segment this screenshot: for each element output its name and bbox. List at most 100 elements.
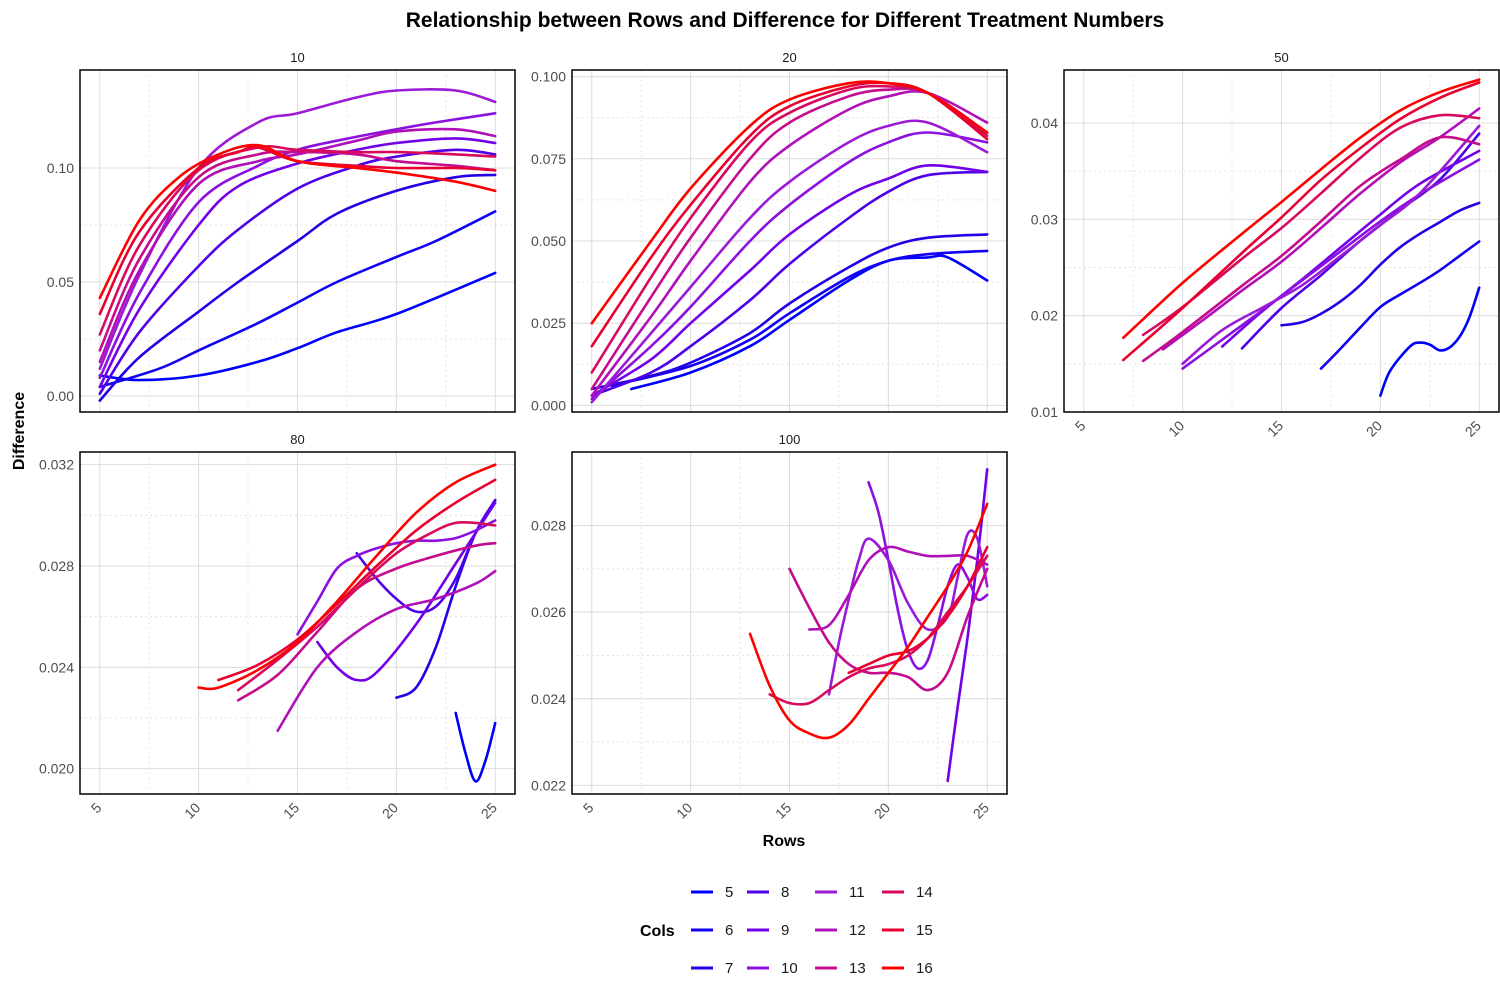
series-lines (197, 463, 497, 783)
series-line-cols-11 (827, 529, 989, 696)
legend-item-11: 11 (815, 884, 865, 901)
x-tick-label: 10 (1165, 417, 1187, 439)
panel-border (1063, 69, 1500, 413)
series-line-cols-10 (590, 131, 989, 401)
series-line-cols-16 (197, 463, 497, 691)
series-line-cols-6 (98, 210, 497, 389)
legend-label: 10 (781, 960, 798, 977)
panel-border (79, 451, 516, 795)
y-tick-label: 0.075 (531, 151, 566, 167)
legend-item-8: 8 (747, 884, 789, 901)
y-tick-label: 0.10 (47, 160, 74, 176)
legend-item-7: 7 (691, 960, 733, 977)
y-tick-label: 0.050 (531, 233, 566, 249)
facet-panel-10: 0.00 0.05 0.10 10 (47, 50, 516, 413)
series-line-cols-15 (98, 145, 497, 316)
x-tick-label: 25 (1462, 417, 1484, 439)
series-line-cols-14 (98, 145, 497, 336)
legend-label: 11 (849, 884, 865, 901)
legend-title: Cols (640, 923, 675, 940)
series-lines (1122, 78, 1481, 397)
x-tick-label: 5 (88, 799, 105, 816)
legend-label: 5 (725, 884, 733, 901)
y-tick-label: 0.032 (39, 457, 74, 473)
facet-panel-20: 0.000 0.025 0.050 0.075 0.100 20 (531, 50, 1008, 413)
facet-strip-label: 50 (1274, 50, 1288, 65)
y-tick-label: 0.025 (531, 315, 566, 331)
x-tick-label: 25 (478, 799, 500, 821)
y-tick-label: 0.02 (1031, 308, 1058, 324)
legend-item-14: 14 (882, 884, 933, 901)
series-line-cols-11 (1181, 124, 1481, 366)
y-tick-label: 0.028 (531, 518, 566, 534)
panel-border (571, 69, 1008, 413)
series-line-cols-12 (808, 545, 989, 631)
legend-label: 12 (849, 922, 866, 939)
legend-item-5: 5 (691, 884, 733, 901)
x-axis-title: Rows (763, 833, 806, 850)
series-lines (748, 468, 989, 783)
series-line-cols-10 (296, 519, 497, 636)
series-line-cols-8 (98, 148, 497, 396)
series-line-cols-12 (1161, 107, 1481, 351)
panel-border (571, 451, 1008, 795)
series-line-cols-11 (98, 88, 497, 370)
facet-strip-label: 20 (782, 50, 796, 65)
y-tick-label: 0.05 (47, 274, 74, 290)
legend-label: 16 (916, 960, 933, 977)
facet-strip-label: 10 (290, 50, 304, 65)
series-line-cols-5 (98, 271, 497, 382)
y-tick-label: 0.03 (1031, 211, 1058, 227)
legend-item-9: 9 (747, 922, 789, 939)
x-tick-label: 20 (871, 799, 893, 821)
series-line-cols-16 (1122, 78, 1481, 340)
y-axis-title: Difference (11, 392, 28, 470)
legend: Cols 5 6 7 8 9 10 11 12 13 14 15 16 (640, 884, 933, 977)
legend-label: 7 (725, 960, 733, 977)
y-tick-label: 0.01 (1031, 404, 1058, 420)
legend-label: 9 (781, 922, 789, 939)
x-tick-label: 20 (1363, 417, 1385, 439)
series-line-cols-9 (316, 501, 497, 682)
x-tick-label: 25 (970, 799, 992, 821)
facet-strip-label: 100 (779, 432, 801, 447)
series-line-cols-13 (236, 541, 497, 702)
facet-panel-50: 0.01 0.02 0.03 0.04 5 10 15 20 25 50 (1031, 50, 1500, 440)
facet-panel-100: 0.022 0.024 0.026 0.028 5 10 15 20 25 100 (531, 432, 1008, 822)
x-tick-label: 15 (772, 799, 794, 821)
x-tick-label: 5 (1072, 417, 1089, 434)
series-line-cols-15 (217, 478, 497, 682)
series-line-cols-9 (946, 468, 989, 783)
legend-item-12: 12 (815, 922, 866, 939)
series-line-cols-11 (590, 119, 989, 404)
series-line-cols-9 (98, 137, 497, 389)
legend-label: 14 (916, 884, 933, 901)
x-tick-label: 10 (181, 799, 203, 821)
legend-item-13: 13 (815, 960, 866, 977)
facet-panels: 0.000.050.10100.0000.0250.0500.0750.1002… (39, 50, 1500, 822)
legend-item-16: 16 (882, 960, 933, 977)
legend-label: 6 (725, 922, 733, 939)
y-tick-label: 0.024 (531, 691, 566, 707)
facet-strip-label: 80 (290, 432, 304, 447)
series-line-cols-15 (1122, 81, 1481, 362)
series-line-cols-16 (98, 143, 497, 300)
y-tick-label: 0.022 (531, 777, 566, 793)
series-lines (590, 80, 989, 404)
legend-item-10: 10 (747, 960, 798, 977)
y-tick-label: 0.020 (39, 761, 74, 777)
x-tick-label: 15 (1264, 417, 1286, 439)
legend-label: 13 (849, 960, 866, 977)
series-line-cols-16 (748, 502, 989, 740)
series-line-cols-13 (98, 150, 497, 352)
series-line-cols-12 (276, 569, 497, 732)
legend-item-15: 15 (882, 922, 933, 939)
legend-item-6: 6 (691, 922, 733, 939)
series-line-cols-12 (590, 89, 989, 397)
y-tick-label: 0.04 (1031, 115, 1058, 131)
series-line-cols-14 (768, 554, 989, 706)
series-line-cols-5 (630, 254, 989, 391)
series-line-cols-7 (1280, 201, 1481, 327)
y-tick-label: 0.026 (531, 604, 566, 620)
